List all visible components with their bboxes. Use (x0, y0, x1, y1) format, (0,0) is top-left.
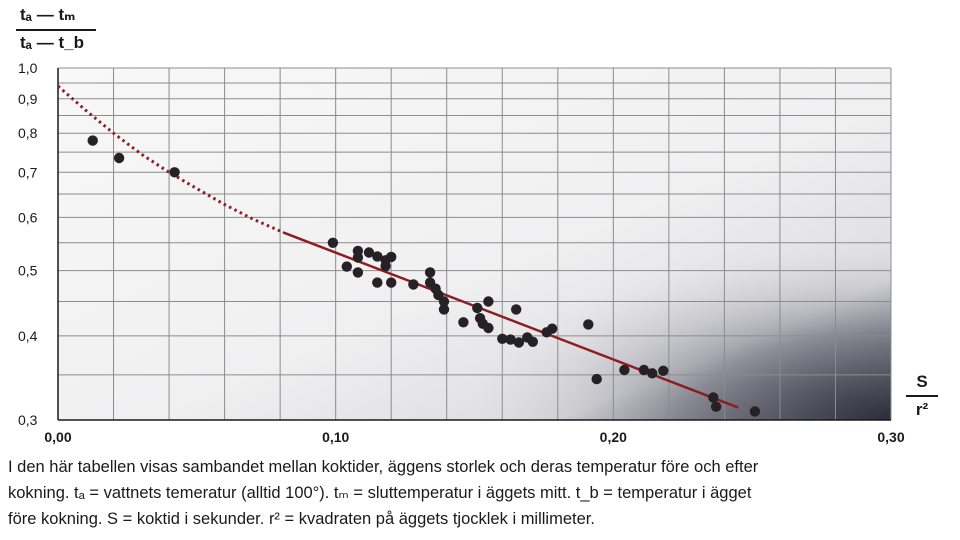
x-tick-label: 0,20 (600, 429, 627, 445)
data-point (710, 401, 722, 412)
y-axis-label: tₐ — tₘ tₐ — t_b (16, 4, 96, 54)
plot-shadow (58, 68, 891, 420)
data-point (363, 247, 375, 258)
data-point (527, 336, 538, 347)
x-tick-label: 0,30 (877, 429, 904, 445)
data-point (708, 392, 719, 403)
data-point (497, 333, 508, 344)
y-label-fraction-bar (16, 29, 96, 31)
data-point (647, 368, 658, 379)
data-point (386, 251, 397, 263)
data-point (619, 364, 630, 376)
data-point (513, 337, 525, 348)
data-point (438, 296, 450, 307)
data-point (583, 319, 594, 330)
data-point (372, 277, 383, 288)
caption-line-2: kokning. tₐ = vattnets temeratur (alltid… (8, 484, 752, 502)
caption-line-3: före kokning. S = koktid i sekunder. r² … (8, 510, 595, 528)
data-point (169, 167, 180, 178)
data-point (438, 304, 450, 315)
data-point (483, 296, 494, 307)
y-label-numerator: tₐ — tₘ (20, 5, 76, 24)
data-point (386, 277, 397, 288)
x-label-fraction-bar (906, 395, 938, 397)
x-tick-label: 0,10 (322, 429, 349, 445)
y-tick-label: 1,0 (18, 60, 38, 76)
x-tick-label: 0,00 (44, 429, 71, 445)
data-point (408, 279, 419, 290)
data-point (658, 365, 669, 376)
x-label-numerator: S (916, 372, 928, 391)
data-point (458, 317, 469, 328)
data-point (113, 152, 125, 164)
data-point (547, 323, 558, 334)
data-point (749, 406, 761, 417)
data-point (327, 237, 339, 248)
data-point (87, 135, 98, 146)
fit-line-dotted (57, 84, 284, 234)
data-point (380, 260, 391, 272)
y-tick-label: 0,3 (18, 412, 38, 428)
caption: I den här tabellen visas sambandet mella… (8, 454, 948, 532)
chart: 1,0 0,9 0,8 0,7 0,6 0,5 0,4 0,3 0,00 0,10 0,20 0,30 (18, 60, 905, 445)
y-tick-label: 0,7 (18, 164, 38, 180)
y-tick-label: 0,6 (18, 209, 38, 225)
x-axis-label: S r² (906, 372, 938, 428)
data-point (372, 251, 383, 262)
data-point (472, 302, 483, 314)
data-point (424, 267, 436, 278)
tick-labels: 1,0 0,9 0,8 0,7 0,6 0,5 0,4 0,3 0,00 0,10 0,20 0,30 (18, 60, 905, 445)
y-tick-label: 0,9 (18, 91, 38, 107)
data-point (505, 334, 516, 345)
y-tick-label: 0,8 (18, 125, 38, 141)
data-points (87, 135, 761, 417)
y-tick-label: 0,5 (18, 263, 38, 279)
data-point (341, 261, 352, 272)
y-label-denominator: tₐ — t_b (20, 33, 85, 52)
caption-line-1: I den här tabellen visas sambandet mella… (8, 458, 759, 476)
x-label-denominator: r² (915, 400, 929, 419)
data-point (352, 252, 364, 263)
data-point (511, 304, 522, 315)
data-point (591, 373, 602, 385)
data-point (352, 267, 364, 278)
y-tick-label: 0,4 (18, 328, 38, 344)
data-point (483, 322, 494, 334)
grid (57, 67, 892, 421)
data-point (638, 364, 650, 376)
